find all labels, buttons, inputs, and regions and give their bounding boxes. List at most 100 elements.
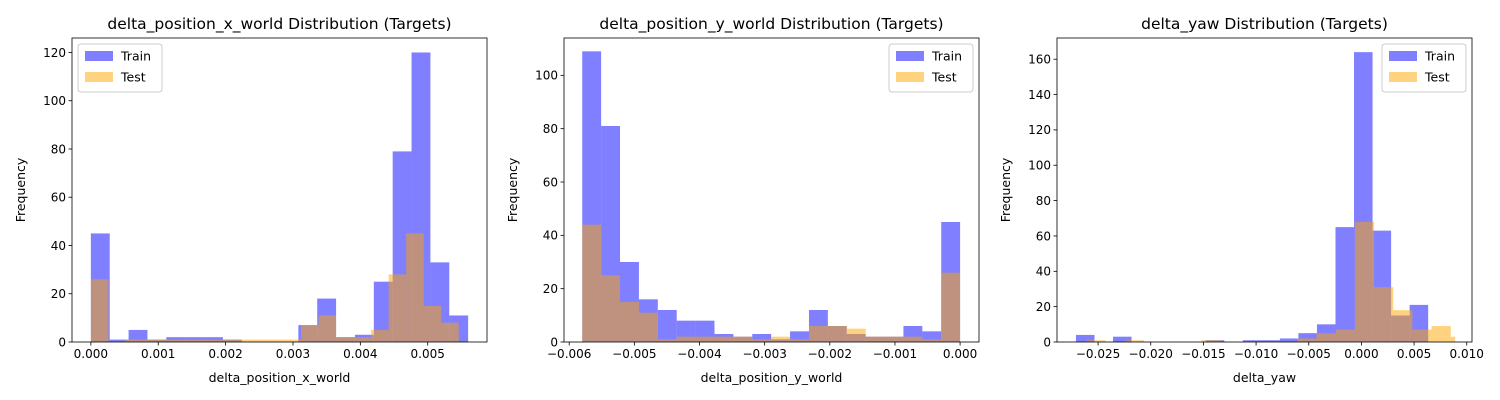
histogram-bar	[1113, 336, 1132, 342]
series-test	[582, 224, 961, 342]
histogram-bar	[582, 224, 602, 342]
histogram-bar	[178, 339, 196, 342]
y-tick-label: 100	[43, 94, 66, 108]
x-tick-label: 0.005	[1397, 347, 1431, 361]
histogram-bar	[143, 339, 161, 342]
x-tick-label: 0.002	[208, 347, 242, 361]
histogram-bar	[373, 281, 393, 342]
histogram-bar	[733, 336, 753, 342]
y-axis-label: Frequency	[998, 157, 1013, 222]
y-tick-label: 120	[43, 46, 66, 60]
chart-title: delta_position_x_world Distribution (Tar…	[107, 15, 451, 34]
legend-swatch-test	[1389, 72, 1417, 82]
histogram-bar	[922, 331, 942, 342]
chart-panel-2: −0.006 −0.005 −0.004 −0.003 −0.002 −0.001 0.00…	[505, 15, 980, 385]
legend-label-train: Train	[1424, 49, 1455, 64]
histogram-bar	[638, 312, 658, 342]
y-tick-label: 60	[51, 191, 66, 205]
legend-label-train: Train	[120, 49, 151, 64]
histogram-bar	[790, 331, 809, 342]
x-axis-label: delta_position_y_world	[701, 370, 843, 385]
y-tick-label: 0	[58, 335, 66, 349]
x-tick-label: −0.003	[742, 347, 786, 361]
legend: Train Test	[888, 43, 974, 93]
histogram-bar	[846, 328, 866, 342]
histogram-bar	[752, 339, 772, 342]
histogram-bar	[353, 337, 372, 342]
x-tick-label: 0.000	[943, 347, 977, 361]
histogram-bar	[695, 336, 715, 342]
x-tick-label: −0.025	[1076, 347, 1120, 361]
histogram-bar	[1431, 326, 1451, 342]
histogram-bar	[109, 339, 129, 342]
y-tick-label: 120	[1028, 123, 1051, 137]
y-tick-label: 0	[550, 335, 558, 349]
histogram-bar	[318, 315, 337, 342]
legend-label-test: Test	[1424, 70, 1450, 85]
x-tick-label: −0.002	[808, 347, 852, 361]
y-tick-label: 100	[1028, 159, 1051, 173]
y-tick-label: 20	[543, 282, 558, 296]
histogram-bar	[790, 339, 809, 342]
histogram-bar	[90, 279, 109, 342]
legend-swatch-test	[85, 72, 113, 82]
histogram-bar	[1086, 340, 1106, 342]
x-tick-label: −0.020	[1129, 347, 1173, 361]
x-tick-label: −0.004	[677, 347, 721, 361]
legend-swatch-test	[896, 72, 924, 82]
histogram-bar	[1279, 338, 1299, 342]
histogram-bar	[266, 339, 284, 342]
x-tick-label: 0.000	[74, 347, 108, 361]
histogram-bar	[1242, 340, 1262, 342]
histogram-bar	[195, 339, 214, 342]
y-tick-label: 20	[1036, 300, 1051, 314]
histogram-bar	[865, 336, 885, 342]
y-tick-label: 0	[1043, 335, 1051, 349]
y-axis-label: Frequency	[13, 157, 28, 222]
plot-frame	[1056, 37, 1473, 343]
legend-swatch-train	[896, 51, 924, 61]
histogram-bar	[752, 334, 772, 342]
histogram-bar	[248, 339, 267, 342]
histogram-bar	[903, 336, 923, 342]
histogram-bar	[423, 305, 442, 342]
legend-label-test: Test	[120, 70, 146, 85]
plot-frame	[71, 37, 488, 343]
histogram-bar	[620, 302, 639, 342]
chart-panel-1: 0.000 0.001 0.002 0.003 0.004 0.005 0 20 40 60 80 1…	[13, 15, 488, 385]
x-tick-label: −0.010	[1234, 347, 1278, 361]
chart-panel-3: −0.025 −0.020 −0.015 −0.010 −0.005 0.000 0.005…	[998, 15, 1484, 385]
legend-swatch-train	[1389, 51, 1417, 61]
legend-label-test: Test	[931, 70, 957, 85]
series-test	[1086, 221, 1456, 342]
histogram-bar	[128, 329, 148, 342]
histogram-bar	[657, 339, 677, 342]
histogram-bar	[301, 325, 319, 342]
x-tick-label: 0.010	[1450, 347, 1484, 361]
y-tick-label: 80	[51, 142, 66, 156]
histogram-bar	[1201, 340, 1221, 342]
histogram-bar	[1374, 287, 1394, 342]
x-tick-label: −0.005	[1287, 347, 1331, 361]
histogram-bar	[1316, 333, 1336, 342]
histogram-bar	[1075, 334, 1095, 342]
x-tick-label: 0.004	[343, 347, 377, 361]
histogram-bar	[601, 275, 621, 342]
histogram-bar	[884, 336, 904, 342]
histogram-bar	[1335, 227, 1355, 342]
histogram-bar	[676, 336, 696, 342]
y-tick-label: 100	[535, 69, 558, 83]
y-tick-label: 140	[1028, 88, 1051, 102]
histogram-bar	[808, 326, 828, 342]
series-test	[90, 233, 459, 342]
histogram-bar	[406, 233, 424, 342]
y-tick-label: 80	[1036, 194, 1051, 208]
histogram-bar	[657, 310, 677, 342]
x-tick-label: 0.000	[1344, 347, 1378, 361]
legend-label-train: Train	[931, 49, 962, 64]
histogram-bar	[771, 336, 791, 342]
histogram-bar	[1297, 338, 1317, 342]
histogram-bar	[827, 326, 847, 342]
chart-title: delta_yaw Distribution (Targets)	[1141, 15, 1388, 34]
